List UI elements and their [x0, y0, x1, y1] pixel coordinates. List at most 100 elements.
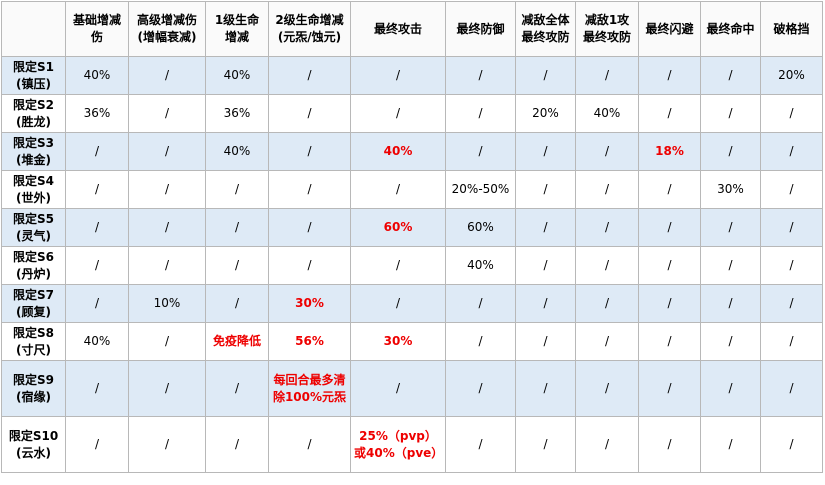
row-header: 限定S7 (顾复) — [1, 284, 66, 323]
table-cell: / — [638, 322, 701, 361]
table-cell: 10% — [128, 284, 206, 323]
column-header: 最终闪避 — [638, 1, 701, 57]
table-cell: 60% — [445, 208, 516, 247]
row-label: 限定S3 — [13, 135, 54, 150]
table-cell: / — [575, 360, 639, 417]
table-cell: / — [268, 246, 351, 285]
table-cell: 25%（pvp）或40%（pve） — [350, 416, 446, 473]
table-cell: / — [515, 170, 576, 209]
row-header: 限定S4 (世外) — [1, 170, 66, 209]
row-header: 限定S1 (镇压) — [1, 56, 66, 95]
table-cell: / — [638, 284, 701, 323]
table-cell: / — [760, 170, 823, 209]
table-cell: / — [128, 360, 206, 417]
table-cell: / — [350, 284, 446, 323]
table-cell: / — [760, 94, 823, 133]
row-label: 限定S10 — [8, 428, 59, 443]
table-cell: / — [575, 170, 639, 209]
column-header: 最终防御 — [445, 1, 516, 57]
table-cell: / — [205, 360, 269, 417]
table-cell: / — [445, 322, 516, 361]
table-cell: 20% — [760, 56, 823, 95]
table-cell: / — [515, 132, 576, 171]
table-cell: 40% — [205, 132, 269, 171]
row-label: 限定S9 — [13, 372, 54, 387]
table-cell: 40% — [205, 56, 269, 95]
row-note: (丹炉) — [16, 266, 51, 281]
table-cell: / — [128, 132, 206, 171]
table-cell: / — [760, 132, 823, 171]
row-note: (镇压) — [16, 76, 51, 91]
table-cell: 36% — [205, 94, 269, 133]
row-header: 限定S5 (灵气) — [1, 208, 66, 247]
table-cell: / — [128, 56, 206, 95]
table-cell: / — [268, 56, 351, 95]
table-cell: / — [515, 284, 576, 323]
row-note: (宿缘) — [16, 389, 51, 404]
table-cell: / — [515, 322, 576, 361]
table-cell: / — [268, 208, 351, 247]
table-cell: / — [350, 94, 446, 133]
table-cell: / — [575, 56, 639, 95]
table-cell: 56% — [268, 322, 351, 361]
table-cell: / — [575, 284, 639, 323]
table-cell: / — [350, 170, 446, 209]
table-cell: / — [700, 132, 761, 171]
table-cell: / — [700, 246, 761, 285]
row-label: 限定S2 — [13, 97, 54, 112]
table-cell: / — [350, 56, 446, 95]
table-cell: 20%-50% — [445, 170, 516, 209]
table-cell: / — [760, 208, 823, 247]
table-cell: / — [515, 416, 576, 473]
row-label: 限定S8 — [13, 325, 54, 340]
table-cell: / — [638, 170, 701, 209]
table-row: 限定S1 (镇压) 40%/40% / / / / / //20% — [1, 56, 823, 95]
column-header: 1级生命增减 — [205, 1, 269, 57]
row-note: (胜龙) — [16, 114, 51, 129]
table-cell: 30% — [350, 322, 446, 361]
table-cell: / — [65, 208, 129, 247]
table-cell: / — [638, 360, 701, 417]
table-cell: 免疫降低 — [205, 322, 269, 361]
row-note: (世外) — [16, 190, 51, 205]
column-header: 破格挡 — [760, 1, 823, 57]
row-note: (顾复) — [16, 304, 51, 319]
column-header: 减敌1攻最终攻防 — [575, 1, 639, 57]
table-row: 限定S2 (胜龙) 36%/36% / //20% 40% / / / — [1, 94, 823, 133]
table-cell: / — [638, 56, 701, 95]
table-cell: / — [700, 208, 761, 247]
table-cell: / — [350, 360, 446, 417]
table-cell: / — [128, 94, 206, 133]
table-cell: / — [350, 246, 446, 285]
table-cell: / — [515, 360, 576, 417]
table-cell: / — [575, 132, 639, 171]
row-header: 限定S3 (堆金) — [1, 132, 66, 171]
table-cell: / — [445, 94, 516, 133]
table-cell: / — [445, 416, 516, 473]
row-note: (灵气) — [16, 228, 51, 243]
row-header: 限定S2 (胜龙) — [1, 94, 66, 133]
row-label: 限定S4 — [13, 173, 54, 188]
table-cell: 30% — [268, 284, 351, 323]
column-header: 最终命中 — [700, 1, 761, 57]
table-cell: / — [575, 322, 639, 361]
table-cell: / — [65, 284, 129, 323]
column-header: 基础增减伤 — [65, 1, 129, 57]
row-label: 限定S7 — [13, 287, 54, 302]
table-cell: / — [700, 416, 761, 473]
row-header: 限定S6 (丹炉) — [1, 246, 66, 285]
table-cell: / — [65, 170, 129, 209]
table-cell: / — [65, 416, 129, 473]
table-cell: / — [445, 360, 516, 417]
table-cell: / — [700, 284, 761, 323]
table-cell: / — [760, 360, 823, 417]
table-cell: / — [638, 416, 701, 473]
column-header: 高级增减伤(增幅衰减) — [128, 1, 206, 57]
table-cell: / — [760, 246, 823, 285]
table-cell: / — [268, 132, 351, 171]
table-cell: / — [638, 246, 701, 285]
row-label: 限定S1 — [13, 59, 54, 74]
table-cell: / — [268, 170, 351, 209]
table-cell: 40% — [445, 246, 516, 285]
table-cell: / — [760, 416, 823, 473]
